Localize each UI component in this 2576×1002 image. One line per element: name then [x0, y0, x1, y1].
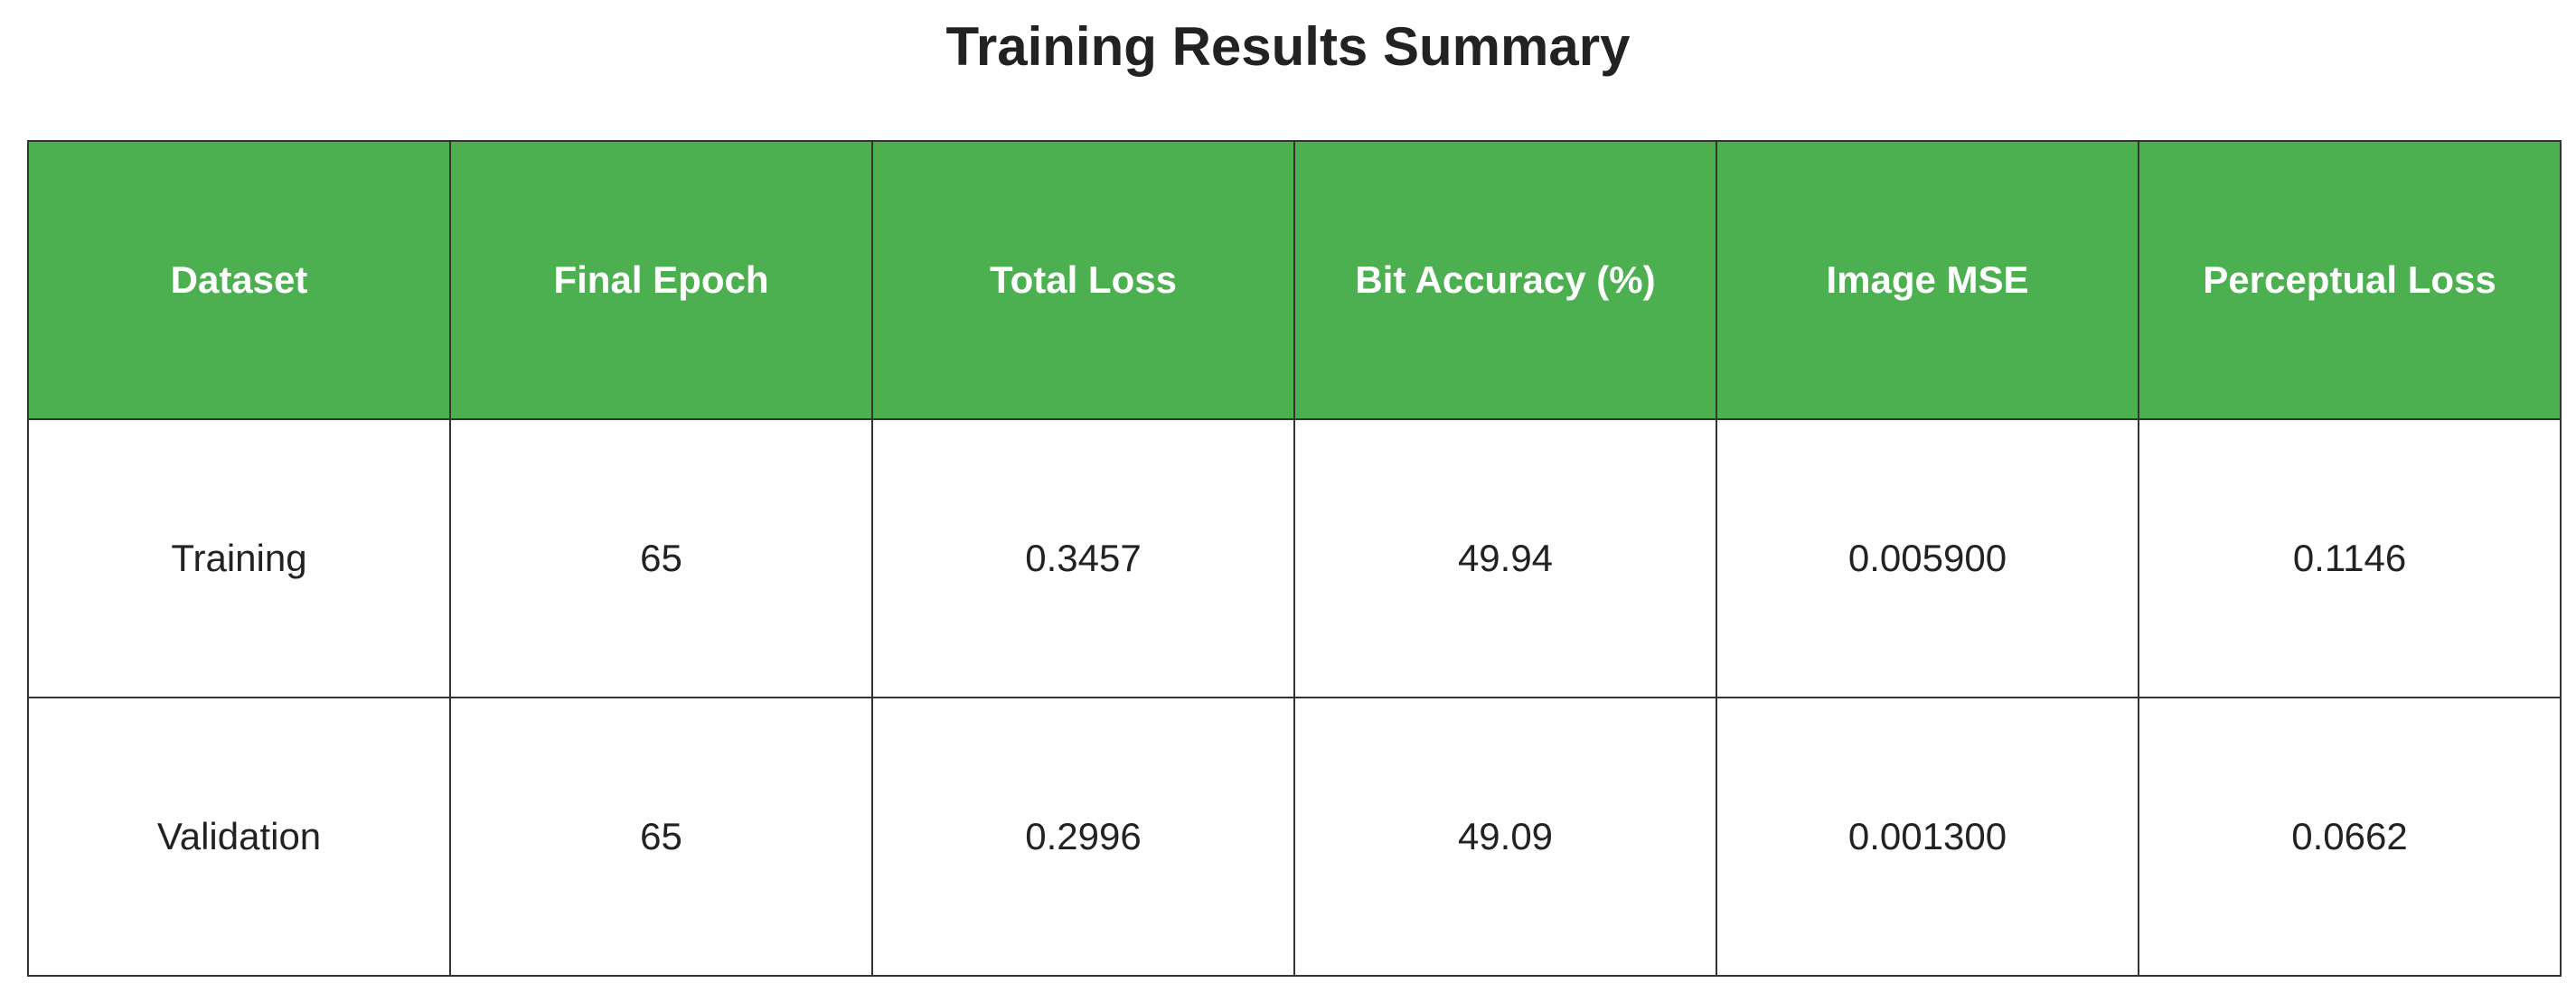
column-header-total-loss: Total Loss — [871, 140, 1295, 420]
cell-image-mse: 0.005900 — [1716, 418, 2139, 698]
column-header-final-epoch: Final Epoch — [449, 140, 873, 420]
chart-title: Training Results Summary — [945, 16, 1631, 77]
header-row: Dataset Final Epoch Total Loss Bit Accur… — [27, 140, 2562, 420]
cell-perceptual-loss: 0.1146 — [2138, 418, 2562, 698]
cell-total-loss: 0.3457 — [871, 418, 1295, 698]
cell-total-loss: 0.2996 — [871, 697, 1295, 977]
cell-bit-accuracy: 49.94 — [1293, 418, 1717, 698]
cell-final-epoch: 65 — [449, 697, 873, 977]
cell-image-mse: 0.001300 — [1716, 697, 2139, 977]
cell-dataset: Training — [27, 418, 451, 698]
table-row-training: Training 65 0.3457 49.94 0.005900 0.1146 — [27, 418, 2562, 698]
cell-dataset: Validation — [27, 697, 451, 977]
cell-perceptual-loss: 0.0662 — [2138, 697, 2562, 977]
cell-bit-accuracy: 49.09 — [1293, 697, 1717, 977]
cell-final-epoch: 65 — [449, 418, 873, 698]
table-row-validation: Validation 65 0.2996 49.09 0.001300 0.06… — [27, 697, 2562, 977]
column-header-perceptual-loss: Perceptual Loss — [2138, 140, 2562, 420]
results-table: Dataset Final Epoch Total Loss Bit Accur… — [27, 140, 2562, 977]
column-header-bit-accuracy: Bit Accuracy (%) — [1293, 140, 1717, 420]
column-header-image-mse: Image MSE — [1716, 140, 2139, 420]
column-header-dataset: Dataset — [27, 140, 451, 420]
